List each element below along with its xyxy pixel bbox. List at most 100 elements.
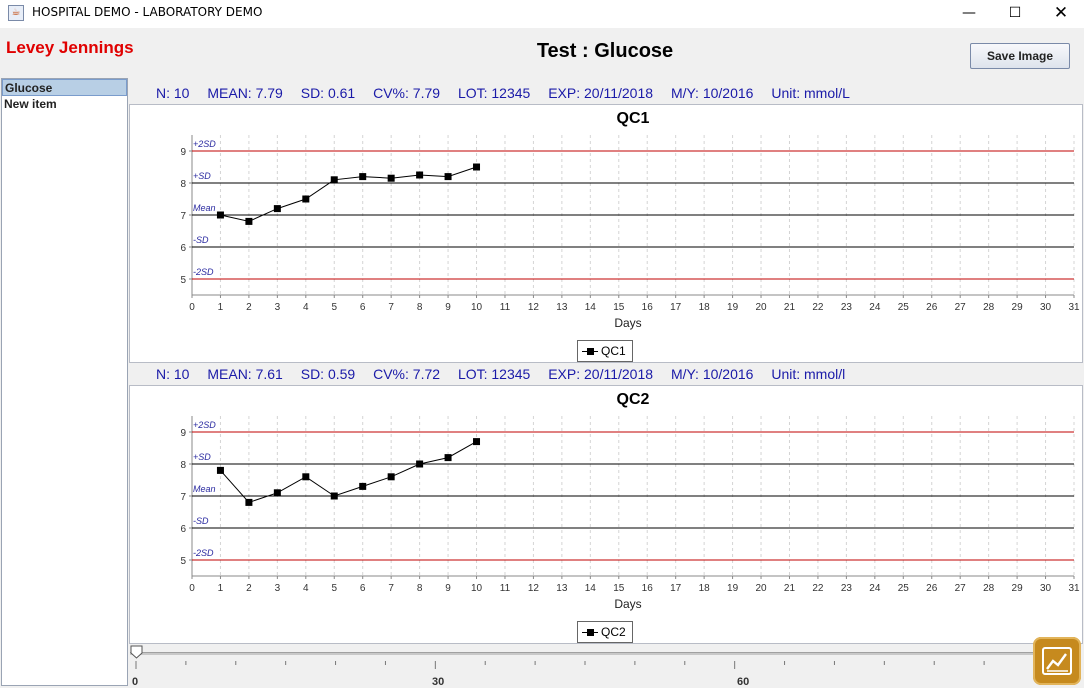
save-image-button[interactable]: Save Image xyxy=(970,43,1070,69)
qc2-x-tick-label-2: 2 xyxy=(246,583,252,594)
qc1-x-tick-label-24: 24 xyxy=(869,302,881,313)
qc2-x-tick-label-9: 9 xyxy=(445,583,451,594)
qc2-x-tick-label-10: 10 xyxy=(471,583,483,594)
qc2-x-tick-label-25: 25 xyxy=(898,583,910,594)
qc1-y-tick-label-5: 5 xyxy=(180,275,186,286)
qc2-stat-lot: LOT: 12345 xyxy=(457,366,531,382)
slider-track[interactable] xyxy=(130,652,1040,655)
qc2-point-day-8 xyxy=(416,460,424,468)
qc2-control-label-sd: +SD xyxy=(193,452,211,462)
qc2-control-label-2sd: -2SD xyxy=(193,548,214,558)
test-list-item-new-item[interactable]: New item xyxy=(4,97,57,111)
qc1-x-tick-label-2: 2 xyxy=(246,302,252,313)
qc1-x-tick-label-22: 22 xyxy=(812,302,824,313)
test-list-item-glucose[interactable]: Glucose xyxy=(2,79,127,96)
qc2-stat-unit: Unit: mmol/l xyxy=(771,366,846,382)
qc1-x-tick-label-18: 18 xyxy=(699,302,711,313)
minimize-button[interactable]: — xyxy=(962,5,976,21)
qc2-x-tick-label-16: 16 xyxy=(642,583,654,594)
qc2-stat-cv: CV%: 7.72 xyxy=(373,366,441,382)
day-range-slider[interactable]: 0 30 60 xyxy=(130,645,1040,688)
qc1-x-tick-label-26: 26 xyxy=(926,302,938,313)
qc1-chart-panel: QC1 +2SD +SD Mean -SD -2SD 5 6 7 8 9 0 1 2 3 4 5 6 7 8 9 10 11… xyxy=(129,104,1083,363)
qc2-stats-row: N: 10 MEAN: 7.61 SD: 0.59 CV%: 7.72 LOT:… xyxy=(156,366,859,384)
qc1-stats-row: N: 10 MEAN: 7.79 SD: 0.61 CV%: 7.79 LOT:… xyxy=(156,85,864,103)
qc1-x-axis-label: Days xyxy=(614,316,641,330)
qc1-control-label-sd: +SD xyxy=(193,171,211,181)
chart-app-badge[interactable] xyxy=(1033,637,1081,685)
qc2-x-tick-label-31: 31 xyxy=(1068,583,1080,594)
qc2-x-tick-label-18: 18 xyxy=(699,583,711,594)
qc1-x-tick-label-6: 6 xyxy=(360,302,366,313)
qc1-chart-title: QC1 xyxy=(617,110,650,127)
qc1-x-tick-label-7: 7 xyxy=(388,302,394,313)
qc2-x-tick-label-6: 6 xyxy=(360,583,366,594)
qc1-x-tick-label-1: 1 xyxy=(218,302,224,313)
qc1-x-tick-label-5: 5 xyxy=(331,302,337,313)
qc1-x-tick-label-14: 14 xyxy=(585,302,597,313)
qc1-x-tick-label-27: 27 xyxy=(955,302,967,313)
qc1-stat-mean: MEAN: 7.79 xyxy=(207,85,283,101)
qc1-stat-my: M/Y: 10/2016 xyxy=(670,85,754,101)
qc1-x-tick-label-13: 13 xyxy=(556,302,568,313)
qc1-point-day-9 xyxy=(444,173,452,181)
qc1-x-tick-label-3: 3 xyxy=(275,302,281,313)
test-list: Glucose New item xyxy=(1,78,128,686)
qc2-x-tick-label-23: 23 xyxy=(841,583,853,594)
qc2-x-tick-label-5: 5 xyxy=(331,583,337,594)
qc1-point-day-10 xyxy=(473,163,481,171)
qc1-point-day-4 xyxy=(302,195,310,203)
qc2-stat-exp: EXP: 20/11/2018 xyxy=(548,366,654,382)
qc2-x-tick-label-15: 15 xyxy=(613,583,625,594)
qc1-point-day-3 xyxy=(273,205,281,213)
qc2-point-day-3 xyxy=(273,489,281,497)
qc1-y-tick-label-8: 8 xyxy=(180,179,186,190)
qc2-y-tick-label-8: 8 xyxy=(180,460,186,471)
qc2-control-label-sd: -SD xyxy=(193,516,209,526)
qc1-legend: QC1 xyxy=(577,340,633,362)
qc1-x-tick-label-19: 19 xyxy=(727,302,739,313)
qc1-point-day-6 xyxy=(359,173,367,181)
qc2-x-tick-label-8: 8 xyxy=(417,583,423,594)
qc2-x-tick-label-26: 26 xyxy=(926,583,938,594)
qc1-x-tick-label-8: 8 xyxy=(417,302,423,313)
qc2-x-tick-label-30: 30 xyxy=(1040,583,1052,594)
qc1-x-tick-label-20: 20 xyxy=(755,302,767,313)
qc1-x-tick-label-31: 31 xyxy=(1068,302,1080,313)
qc1-point-day-8 xyxy=(416,171,424,179)
qc1-point-day-2 xyxy=(245,217,253,225)
qc1-x-tick-label-4: 4 xyxy=(303,302,309,313)
qc2-x-tick-label-0: 0 xyxy=(189,583,195,594)
maximize-button[interactable]: ☐ xyxy=(1008,5,1022,21)
qc2-x-tick-label-4: 4 xyxy=(303,583,309,594)
qc2-x-tick-label-27: 27 xyxy=(955,583,967,594)
qc1-x-tick-label-11: 11 xyxy=(500,302,511,313)
qc1-series-line xyxy=(220,166,477,222)
qc2-legend: QC2 xyxy=(577,621,633,643)
qc1-x-tick-label-25: 25 xyxy=(898,302,910,313)
qc1-legend-label: QC1 xyxy=(601,344,626,358)
qc2-x-tick-label-11: 11 xyxy=(500,583,511,594)
qc2-y-tick-label-6: 6 xyxy=(180,524,186,535)
qc2-x-tick-label-21: 21 xyxy=(784,583,796,594)
qc2-x-tick-label-3: 3 xyxy=(275,583,281,594)
qc2-point-day-6 xyxy=(359,482,367,490)
qc1-x-tick-label-9: 9 xyxy=(445,302,451,313)
slider-ticks xyxy=(135,661,1035,669)
qc1-y-tick-label-7: 7 xyxy=(180,211,186,222)
qc1-stat-unit: Unit: mmol/L xyxy=(771,85,850,101)
close-button[interactable]: ✕ xyxy=(1053,3,1069,23)
qc2-x-tick-label-1: 1 xyxy=(218,583,224,594)
qc2-legend-label: QC2 xyxy=(601,625,626,639)
slider-thumb[interactable] xyxy=(130,645,143,659)
qc1-control-label-sd: -SD xyxy=(193,235,209,245)
qc2-x-tick-label-17: 17 xyxy=(670,583,682,594)
qc1-point-day-5 xyxy=(330,176,338,184)
qc2-y-tick-label-5: 5 xyxy=(180,556,186,567)
qc2-point-day-9 xyxy=(444,454,452,462)
qc1-stat-sd: SD: 0.61 xyxy=(300,85,356,101)
qc1-control-label-2sd: -2SD xyxy=(193,267,214,277)
qc1-point-day-1 xyxy=(216,211,224,219)
test-title: Test : Glucose xyxy=(536,40,674,62)
